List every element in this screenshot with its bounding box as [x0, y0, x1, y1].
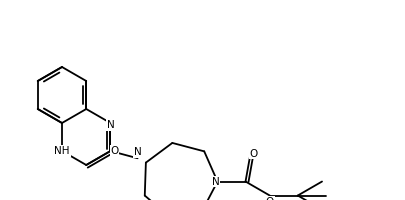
Text: O: O [265, 197, 273, 200]
Text: N: N [211, 177, 219, 187]
Text: NH: NH [54, 146, 70, 156]
Text: N: N [107, 120, 114, 130]
Text: O: O [249, 149, 257, 159]
Text: N: N [133, 147, 141, 157]
Text: O: O [110, 146, 118, 156]
